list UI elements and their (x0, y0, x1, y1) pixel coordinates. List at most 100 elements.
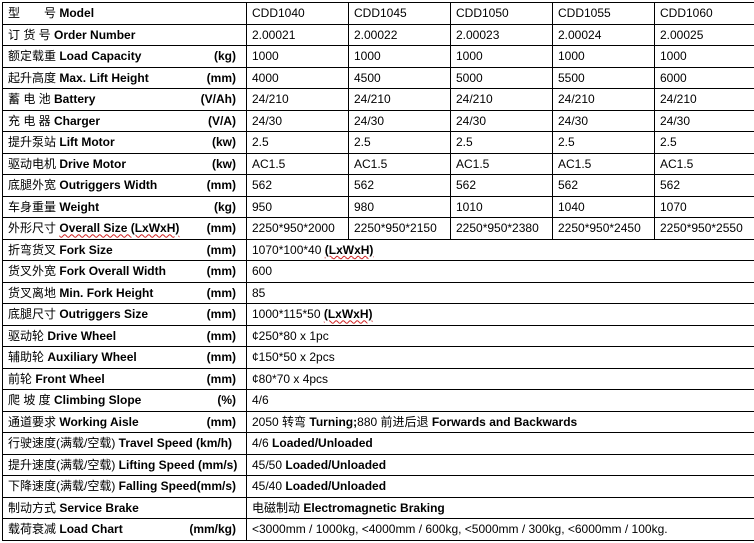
label-zh: 起升高度 (8, 70, 57, 85)
label-unit: (kg) (214, 199, 236, 214)
value-text: ¢250*80 x 1pc (252, 328, 329, 343)
value-cell: 4500 (348, 66, 451, 89)
label-unit: (V/A) (208, 113, 236, 128)
label-zh: 型 号 (8, 6, 57, 21)
label-zh: 底腿尺寸 (8, 307, 60, 322)
value-cell: ¢80*70 x 4pcs (246, 367, 754, 390)
value-cell: 1000 (246, 45, 349, 68)
model-cell: CDD1040 (246, 2, 349, 25)
label-unit: (mm) (206, 264, 236, 278)
value-cell: 2.00023 (450, 23, 553, 46)
table-row: 货叉外宽 Fork Overall Width (mm) 600 (2, 260, 754, 283)
value-cell: 45/40 Loaded/Unloaded (246, 475, 754, 498)
value-cell: 1000*115*50 (LxWxH) (246, 303, 754, 326)
value-cell: AC1.5 (450, 152, 553, 175)
value-text: <3000mm / 1000kg, <4000mm / 600kg, <5000… (252, 522, 668, 537)
value-cell: 2050 转弯 Turning;880 前进后退 Forwards and Ba… (246, 410, 754, 433)
row-label: 额定载重 Load Capacity (kg) (2, 45, 247, 68)
value-cell: 562 (348, 174, 451, 197)
value-en: Loaded/Unloaded (285, 457, 387, 472)
value-cell: 24/210 (450, 88, 553, 111)
table-row: 底腿尺寸 Outriggers Size (mm) 1000*115*50 (LxW… (2, 303, 754, 326)
label-unit: (kw) (212, 156, 236, 171)
value-cell: 562 (654, 174, 754, 197)
value-cell: 980 (348, 195, 451, 218)
label-en: Auxiliary Wheel (47, 350, 137, 365)
row-label: 货叉外宽 Fork Overall Width (mm) (2, 260, 247, 283)
value-cell: 950 (246, 195, 349, 218)
row-label: 制动方式 Service Brake (2, 496, 247, 519)
value-text: 4/6 (252, 393, 269, 408)
table-row: 爬 坡 度 Climbing Slope (%) 4/6 (2, 389, 754, 412)
label-unit: (mm) (206, 328, 236, 343)
label-zh: 折弯货叉 (8, 242, 57, 257)
label-en: Model (59, 6, 95, 21)
value-cell: 1000 (450, 45, 553, 68)
value-cell: 562 (450, 174, 553, 197)
label-zh: 充 电 器 (8, 113, 51, 128)
value-cell: 2250*950*2380 (450, 217, 553, 240)
model-cell: CDD1060 (654, 2, 754, 25)
label-zh: 额定载重 (8, 49, 60, 64)
value-cell: 2.5 (246, 131, 349, 154)
value-cell: 1070*100*40 (LxWxH) (246, 238, 754, 261)
label-zh: 爬 坡 度 (8, 393, 55, 408)
label-unit: (mm) (206, 242, 236, 257)
label-unit: (mm) (206, 307, 236, 321)
table-row: 制动方式 Service Brake 电磁制动 Electromagnetic B… (2, 496, 754, 519)
value-text: 1070*100*40 (252, 242, 322, 257)
value-cell: 2.5 (552, 131, 655, 154)
value-text: ¢150*50 x 2pcs (252, 350, 335, 365)
label-zh: 订 货 号 (8, 27, 51, 42)
value-cell: 2.00021 (246, 23, 349, 46)
label-zh: 载荷衰减 (8, 522, 57, 537)
label-zh: 货叉离地 (8, 285, 57, 300)
value-text: 45/40 (252, 479, 283, 494)
label-zh: 驱动电机 (8, 156, 57, 171)
label-en: Overall Size (LxWxH) (59, 221, 180, 236)
label-zh: 提升速度(满载/空载) (8, 457, 116, 472)
value-cell: 1000 (654, 45, 754, 68)
label-en: Battery (54, 92, 96, 107)
row-label: 车身重量 Weight (kg) (2, 195, 247, 218)
value-en: Loaded/Unloaded (272, 436, 373, 451)
label-en: Drive Motor (59, 156, 127, 171)
table-row: 车身重量 Weight (kg) 950 980 1010 1040 1070 (2, 195, 754, 218)
row-label: 折弯货叉 Fork Size (mm) (2, 238, 247, 261)
label-en: Service Brake (59, 500, 139, 515)
table-row: 底腿外宽 Outriggers Width (mm) 562 562 562 562 562 (2, 174, 754, 197)
value-cell: 5000 (450, 66, 553, 89)
value-en: (LxWxH) (324, 242, 374, 257)
label-en: Outriggers Width (59, 178, 158, 193)
label-en: Fork Overall Width (59, 264, 166, 279)
value-cell: 24/30 (450, 109, 553, 132)
table-row: 额定载重 Load Capacity (kg) 1000 1000 1000 1000 10… (2, 45, 754, 68)
value-cell: 电磁制动 Electromagnetic Braking (246, 496, 754, 519)
row-label: 行驶速度(满载/空载) Travel Speed (km/h) (2, 432, 247, 455)
value-cell: 4/6 (246, 389, 754, 412)
value-en: Loaded/Unloaded (285, 479, 387, 494)
table-row: 驱动电机 Drive Motor (kw) AC1.5 AC1.5 AC1.5 AC1.5… (2, 152, 754, 175)
value-en: (LxWxH) (323, 307, 373, 322)
value-cell: 1000 (348, 45, 451, 68)
label-unit: (V/Ah) (200, 92, 236, 106)
label-unit: (mm) (206, 178, 236, 192)
value-cell: 24/30 (246, 109, 349, 132)
label-en: Front Wheel (35, 371, 105, 386)
row-label: 驱动轮 Drive Wheel (mm) (2, 324, 247, 347)
value-cell: 24/30 (552, 109, 655, 132)
row-label: 提升速度(满载/空载) Lifting Speed (mm/s) (2, 453, 247, 476)
value-cell: 5500 (552, 66, 655, 89)
value-en: Electromagnetic Braking (303, 500, 445, 515)
label-en: Working Aisle (59, 414, 139, 429)
value-cell: AC1.5 (348, 152, 451, 175)
label-unit: (mm) (206, 350, 236, 364)
label-en: Load Capacity (59, 49, 142, 64)
label-zh: 行驶速度(满载/空载) (8, 436, 116, 451)
value-cell: 24/210 (246, 88, 349, 111)
label-en: Outriggers Size (59, 307, 149, 322)
row-label: 底腿尺寸 Outriggers Size (mm) (2, 303, 247, 326)
label-en: Min. Fork Height (59, 285, 154, 300)
table-row: 货叉离地 Min. Fork Height (mm) 85 (2, 281, 754, 304)
